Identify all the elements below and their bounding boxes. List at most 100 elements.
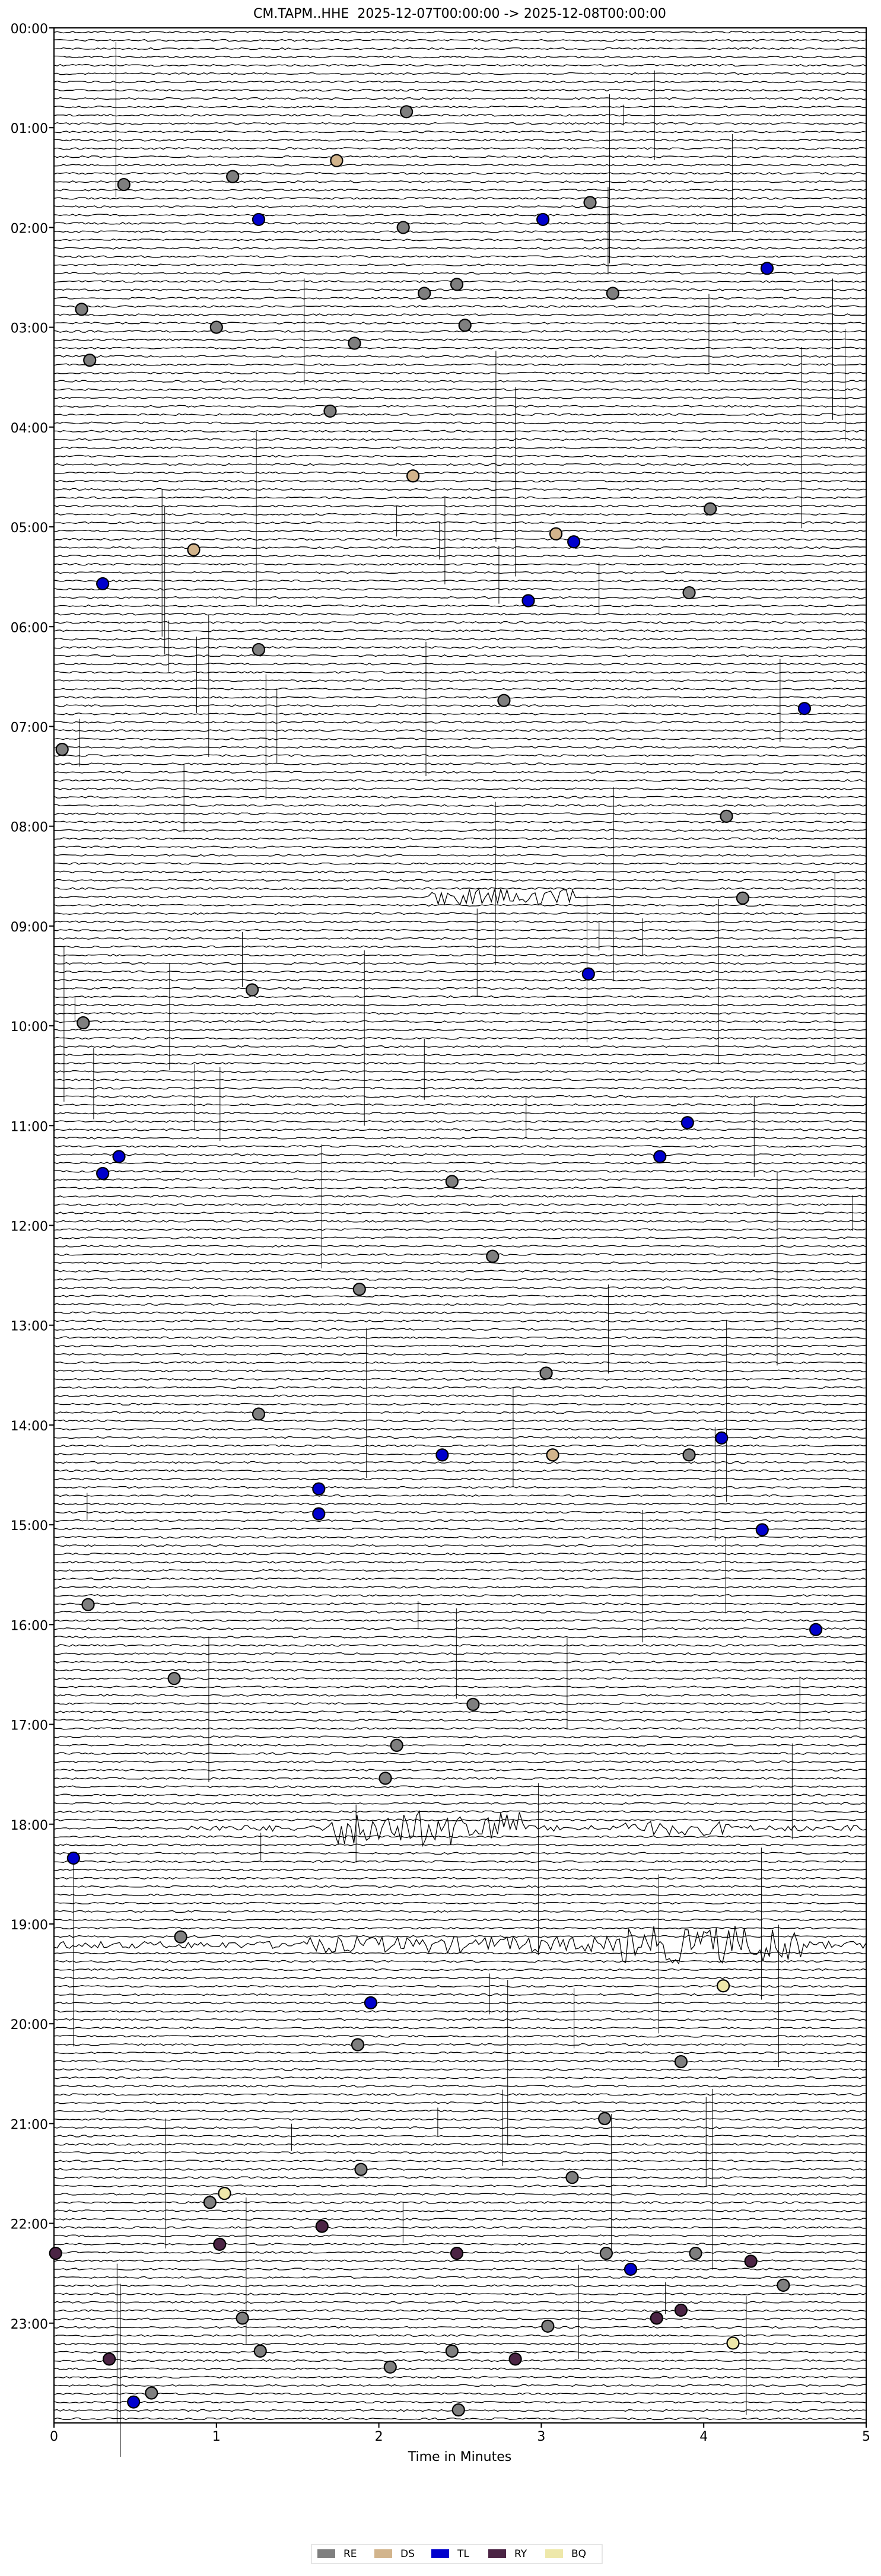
y-tick-label: 12:00 (11, 1220, 48, 1235)
trace (53, 2126, 867, 2129)
trace (53, 1719, 867, 1722)
trace (53, 1910, 867, 1913)
trace (53, 2143, 867, 2146)
y-tick-label: 00:00 (11, 22, 48, 37)
x-tick-label: 0 (50, 2429, 58, 2444)
trace (53, 2034, 867, 2038)
trace (53, 363, 867, 366)
trace (53, 1286, 867, 1289)
trace (53, 105, 867, 109)
event-marker (213, 2237, 227, 2251)
trace (53, 263, 867, 266)
y-tick-label: 07:00 (11, 720, 48, 735)
trace (53, 571, 867, 574)
trace (53, 1960, 867, 1963)
trace (53, 1436, 867, 1439)
x-axis-label: Time in Minutes (408, 2450, 512, 2464)
y-tick-label: 10:00 (11, 1020, 48, 1035)
trace (53, 771, 867, 774)
event-marker (102, 2352, 116, 2366)
trace (53, 1145, 867, 1148)
y-tick-label: 05:00 (11, 521, 48, 536)
trace (53, 371, 867, 375)
event-marker (598, 2111, 612, 2126)
trace (53, 205, 867, 208)
trace (53, 1802, 867, 1805)
trace (53, 737, 867, 740)
event-marker (379, 1772, 392, 1785)
legend-box (311, 2544, 603, 2564)
event-marker (715, 1431, 729, 1445)
y-tick-label: 13:00 (11, 1319, 48, 1334)
trace (53, 587, 867, 591)
trace (53, 978, 867, 982)
trace (53, 2326, 867, 2329)
event-marker (112, 1150, 126, 1163)
event-marker (650, 2311, 663, 2325)
trace (53, 1661, 867, 1664)
event-marker (466, 1697, 480, 1711)
trace (53, 1926, 867, 1930)
trace (53, 1319, 867, 1323)
legend-label: DS (400, 2548, 415, 2560)
event-marker (680, 1116, 694, 1130)
y-tick-label: 11:00 (11, 1120, 48, 1134)
trace (53, 1036, 867, 1040)
trace (54, 313, 867, 316)
trace (53, 2400, 867, 2404)
trace (53, 721, 867, 724)
trace (53, 130, 867, 133)
trace (53, 2201, 867, 2204)
trace (53, 521, 867, 524)
event-marker (549, 527, 563, 540)
trace (53, 1877, 867, 1880)
event-marker (720, 809, 733, 823)
trace (53, 1369, 867, 1373)
trace (53, 1494, 867, 1497)
trace (53, 421, 867, 425)
trace (53, 214, 867, 217)
trace (53, 1170, 867, 1173)
trace (53, 2234, 867, 2237)
trace (53, 2317, 867, 2321)
trace (53, 1303, 867, 1306)
trace (53, 1103, 867, 1106)
event-marker (383, 2360, 397, 2374)
event-marker (653, 1150, 667, 1163)
trace (53, 887, 867, 891)
trace (53, 1926, 867, 1965)
event-marker (809, 1623, 823, 1636)
trace (53, 1818, 867, 1821)
trace (53, 2026, 867, 2030)
trace (53, 97, 867, 100)
y-tick-label: 02:00 (11, 221, 48, 236)
trace (53, 945, 867, 949)
event-marker (539, 1366, 553, 1380)
trace (53, 1003, 866, 1007)
trace (53, 63, 867, 67)
event-marker (323, 404, 337, 418)
trace (53, 596, 867, 599)
trace (53, 2209, 867, 2212)
event-marker (187, 543, 201, 556)
trace (53, 754, 867, 757)
trace (53, 413, 867, 416)
trace (53, 454, 867, 458)
trace (53, 1120, 867, 1123)
trace (53, 879, 867, 882)
trace (53, 2168, 867, 2171)
trace (53, 1527, 867, 1531)
event-marker (145, 2386, 158, 2400)
trace (53, 713, 867, 715)
x-tick-label: 4 (699, 2429, 708, 2444)
event-marker (450, 278, 464, 291)
trace (53, 762, 867, 765)
trace (53, 1086, 867, 1090)
trace (53, 1061, 867, 1065)
y-tick-label: 15:00 (11, 1519, 48, 1534)
trace (53, 2084, 867, 2088)
trace (53, 1253, 867, 1256)
trace (53, 1236, 867, 1239)
event-marker (497, 694, 511, 707)
